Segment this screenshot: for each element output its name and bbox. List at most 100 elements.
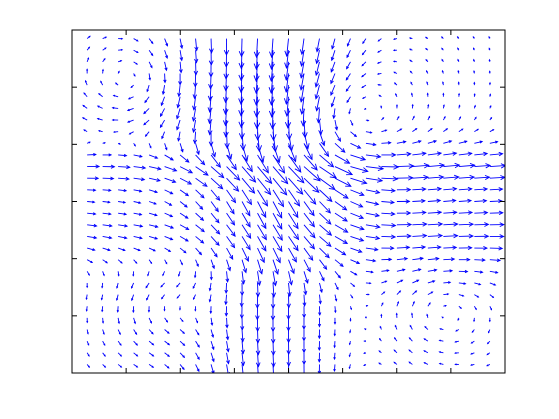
- vector-arrow: [287, 282, 292, 298]
- vector-arrow: [334, 166, 354, 176]
- vector-arrow: [225, 329, 230, 341]
- vector-arrow: [117, 271, 120, 277]
- vector-arrow: [210, 177, 224, 190]
- vector-arrow: [100, 294, 104, 301]
- vector-arrow: [288, 201, 299, 219]
- vector-arrow: [443, 162, 461, 169]
- vector-arrow: [164, 201, 173, 206]
- vector-arrow: [133, 38, 139, 42]
- vector-arrow: [179, 340, 186, 347]
- vector-arrow: [443, 304, 448, 307]
- vector-arrow: [195, 224, 205, 233]
- vector-arrow: [411, 103, 414, 109]
- vector-arrow: [195, 247, 203, 256]
- vector-arrow: [302, 364, 307, 373]
- vector-arrow: [427, 280, 436, 284]
- vector-arrow: [381, 176, 399, 182]
- vector-arrow: [489, 282, 497, 286]
- vector-arrow: [192, 131, 198, 145]
- vector-arrow: [179, 224, 190, 231]
- vector-arrow: [164, 61, 168, 72]
- vector-arrow: [195, 236, 205, 244]
- vector-arrow: [350, 131, 358, 138]
- vector-arrow: [350, 154, 367, 161]
- vector-arrow: [319, 259, 328, 270]
- vector-arrow: [177, 85, 182, 98]
- vector-arrow: [364, 328, 367, 331]
- vector-arrow: [179, 189, 190, 197]
- vector-arrow: [412, 233, 428, 239]
- vector-arrow: [299, 96, 306, 115]
- vector-arrow: [102, 200, 111, 204]
- vector-arrow: [268, 61, 275, 83]
- vector-arrow: [381, 280, 388, 284]
- vector-arrow: [396, 115, 400, 121]
- vector-arrow: [457, 58, 460, 63]
- vector-arrow: [334, 259, 344, 267]
- vector-arrow: [299, 38, 306, 56]
- vector-arrow: [86, 329, 89, 335]
- vector-arrow: [318, 294, 322, 305]
- vector-arrow: [102, 235, 113, 240]
- vector-arrow: [441, 47, 444, 51]
- vector-arrow: [319, 236, 332, 247]
- vector-arrow: [458, 140, 468, 144]
- vector-arrow: [489, 306, 492, 311]
- vector-arrow: [179, 166, 194, 174]
- vector-arrow: [288, 247, 297, 263]
- vector-arrow: [161, 85, 166, 96]
- vector-arrow: [456, 36, 460, 39]
- vector-arrow: [102, 153, 113, 157]
- vector-arrow: [408, 337, 413, 342]
- vector-arrow: [210, 352, 215, 363]
- vector-arrow: [303, 224, 316, 239]
- vector-arrow: [474, 245, 489, 251]
- vector-arrow: [423, 338, 429, 342]
- vector-arrow: [179, 50, 184, 62]
- vector-arrow: [299, 73, 305, 91]
- vector-arrow: [348, 341, 351, 346]
- vector-arrow: [439, 328, 444, 331]
- vector-arrow: [179, 317, 184, 323]
- vector-arrow: [176, 108, 181, 120]
- vector-arrow: [240, 329, 245, 343]
- vector-arrow: [210, 154, 222, 168]
- vector-arrow: [424, 36, 429, 39]
- vector-arrow: [164, 352, 170, 357]
- vector-arrow: [148, 49, 154, 57]
- vector-arrow: [470, 340, 475, 344]
- vector-arrow: [195, 259, 199, 268]
- vector-arrow: [381, 188, 397, 193]
- vector-arrow: [314, 61, 320, 77]
- vector-arrow: [112, 94, 119, 98]
- vector-arrow: [303, 259, 311, 273]
- vector-arrow: [319, 247, 330, 259]
- vector-arrow: [87, 176, 100, 181]
- vector-arrow: [458, 282, 467, 285]
- vector-arrow: [176, 119, 181, 131]
- vector-arrow: [365, 131, 373, 134]
- vector-arrow: [489, 234, 505, 239]
- vector-arrow: [489, 163, 505, 169]
- vector-arrow: [241, 236, 251, 251]
- vector-arrow: [302, 120, 308, 139]
- vector-arrow: [226, 352, 230, 365]
- vector-arrow: [381, 211, 396, 217]
- vector-arrow: [334, 236, 349, 244]
- vector-arrow: [210, 212, 220, 224]
- vector-arrow: [148, 201, 157, 205]
- vector-arrow: [412, 290, 418, 295]
- vector-arrow: [412, 256, 425, 261]
- vector-arrow: [288, 177, 304, 195]
- vector-arrow: [438, 339, 444, 342]
- vector-arrow: [487, 329, 491, 334]
- vector-arrow: [87, 223, 98, 228]
- vector-arrow: [164, 329, 170, 334]
- vector-arrow: [161, 131, 166, 140]
- vector-arrow: [253, 85, 260, 107]
- vector-arrow: [319, 177, 336, 191]
- vector-arrow: [334, 224, 349, 233]
- vector-arrow: [288, 189, 301, 207]
- vector-arrow: [179, 154, 190, 163]
- vector-arrow: [392, 49, 397, 52]
